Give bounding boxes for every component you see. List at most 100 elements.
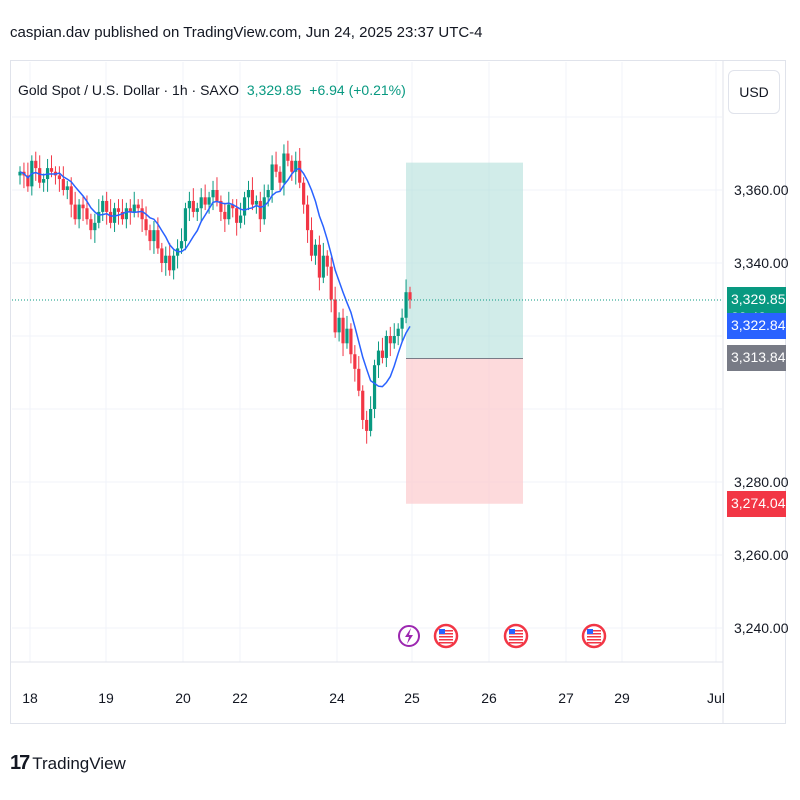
candle-body bbox=[215, 190, 219, 201]
x-tick-label: 19 bbox=[98, 690, 114, 706]
candle-body bbox=[168, 255, 172, 271]
currency-label: USD bbox=[739, 84, 769, 100]
flag-stripe bbox=[439, 642, 453, 644]
us-flag-event-icon bbox=[433, 623, 459, 649]
lightning-bolt bbox=[405, 628, 413, 644]
candle-body bbox=[302, 182, 306, 205]
candle-body bbox=[337, 317, 341, 333]
candle-body bbox=[250, 190, 255, 205]
flag-stripe bbox=[587, 633, 601, 635]
candle-body bbox=[38, 168, 42, 183]
candle-body bbox=[235, 208, 239, 223]
x-tick-label: 26 bbox=[481, 690, 497, 706]
event-icons bbox=[398, 623, 607, 649]
flag-stripe bbox=[439, 633, 453, 635]
ma-line bbox=[19, 167, 411, 388]
candle-body bbox=[242, 197, 247, 216]
candle-body bbox=[65, 186, 69, 190]
candle-body bbox=[404, 292, 408, 318]
candle-body bbox=[305, 204, 310, 231]
position-zones bbox=[406, 162, 523, 504]
candle-body bbox=[239, 215, 243, 223]
candle-body bbox=[49, 168, 54, 172]
candle-body bbox=[231, 204, 235, 209]
candle-body bbox=[187, 200, 191, 209]
y-tick-label: 3,260.00 bbox=[734, 547, 789, 563]
candle-body bbox=[116, 208, 121, 212]
y-tick-label: 3,340.00 bbox=[734, 255, 789, 271]
candle-body bbox=[101, 200, 105, 212]
candle-body bbox=[203, 197, 207, 205]
candle-body bbox=[164, 255, 168, 263]
candle-body bbox=[325, 255, 329, 267]
candle-body bbox=[298, 160, 302, 183]
flag-stripe bbox=[509, 633, 523, 635]
flag-stripe bbox=[439, 636, 453, 638]
candle-body bbox=[290, 160, 294, 172]
candle-body bbox=[345, 328, 349, 344]
candle-body bbox=[262, 197, 266, 220]
candle-body bbox=[400, 317, 404, 329]
candle-body bbox=[144, 219, 148, 231]
candle-body bbox=[388, 336, 392, 344]
candle-body bbox=[246, 190, 251, 198]
candle-body bbox=[294, 160, 298, 172]
candle-body bbox=[81, 204, 85, 209]
price-tag: 3,322.84 bbox=[727, 312, 786, 339]
candles bbox=[18, 140, 412, 444]
candle-body bbox=[152, 230, 156, 242]
candle-body bbox=[69, 186, 73, 205]
candle-body bbox=[85, 208, 89, 220]
flag-canton bbox=[509, 629, 515, 634]
candle-body bbox=[42, 179, 46, 183]
flag-stripe bbox=[587, 642, 601, 644]
y-axis-ticks: 3,360.00 3,340.00 3,280.00 3,260.00 3,240.00 bbox=[734, 182, 789, 636]
loss-zone bbox=[406, 358, 523, 504]
candle-body bbox=[148, 230, 152, 242]
candle-body bbox=[286, 153, 290, 161]
flag-stripe bbox=[587, 639, 601, 641]
x-tick-label: 24 bbox=[329, 690, 345, 706]
tradingview-brand[interactable]: 17 TradingView bbox=[10, 752, 126, 775]
candle-body bbox=[73, 204, 77, 220]
candle-body bbox=[34, 160, 38, 169]
candle-body bbox=[18, 171, 22, 176]
x-axis-ticks: 18 19 20 22 24 25 26 27 29 Jul bbox=[22, 690, 725, 706]
x-tick-label: 27 bbox=[558, 690, 574, 706]
us-flag-event-icon bbox=[581, 623, 607, 649]
x-tick-label: 25 bbox=[404, 690, 420, 706]
publisher-line: caspian.dav published on TradingView.com… bbox=[10, 24, 483, 41]
candle-body bbox=[128, 208, 132, 212]
price-tag-label: 3,322.84 bbox=[731, 316, 786, 333]
currency-button[interactable]: USD bbox=[728, 70, 780, 114]
flag-stripe bbox=[587, 636, 601, 638]
candle-body bbox=[254, 200, 258, 205]
candle-body bbox=[195, 208, 199, 212]
flag-canton bbox=[587, 629, 593, 634]
candle-body bbox=[317, 244, 321, 278]
symbol-label: Gold Spot / U.S. Dollar · 1h · SAXO bbox=[18, 82, 239, 98]
x-tick-label: Jul bbox=[707, 690, 725, 706]
candle-body bbox=[97, 211, 101, 223]
candle-body bbox=[333, 299, 337, 333]
y-tick-label: 3,280.00 bbox=[734, 474, 789, 490]
candle-body bbox=[329, 266, 333, 300]
candle-body bbox=[191, 200, 195, 212]
moving-average bbox=[19, 167, 411, 388]
profit-zone bbox=[406, 162, 523, 359]
candle-body bbox=[124, 208, 128, 220]
flag-stripe bbox=[509, 630, 523, 632]
candle-body bbox=[369, 409, 373, 431]
candle-body bbox=[270, 164, 274, 190]
flag-stripe bbox=[587, 630, 601, 632]
us-flag-event-icon bbox=[503, 623, 529, 649]
candle-body bbox=[156, 230, 160, 249]
candle-body bbox=[357, 368, 361, 391]
candle-body bbox=[199, 197, 203, 209]
y-tick-label: 3,360.00 bbox=[734, 182, 789, 198]
candle-body bbox=[207, 197, 211, 205]
candle-body bbox=[120, 211, 125, 220]
candle-body bbox=[361, 390, 365, 420]
price-tag-label: 3,313.84 bbox=[731, 349, 786, 366]
